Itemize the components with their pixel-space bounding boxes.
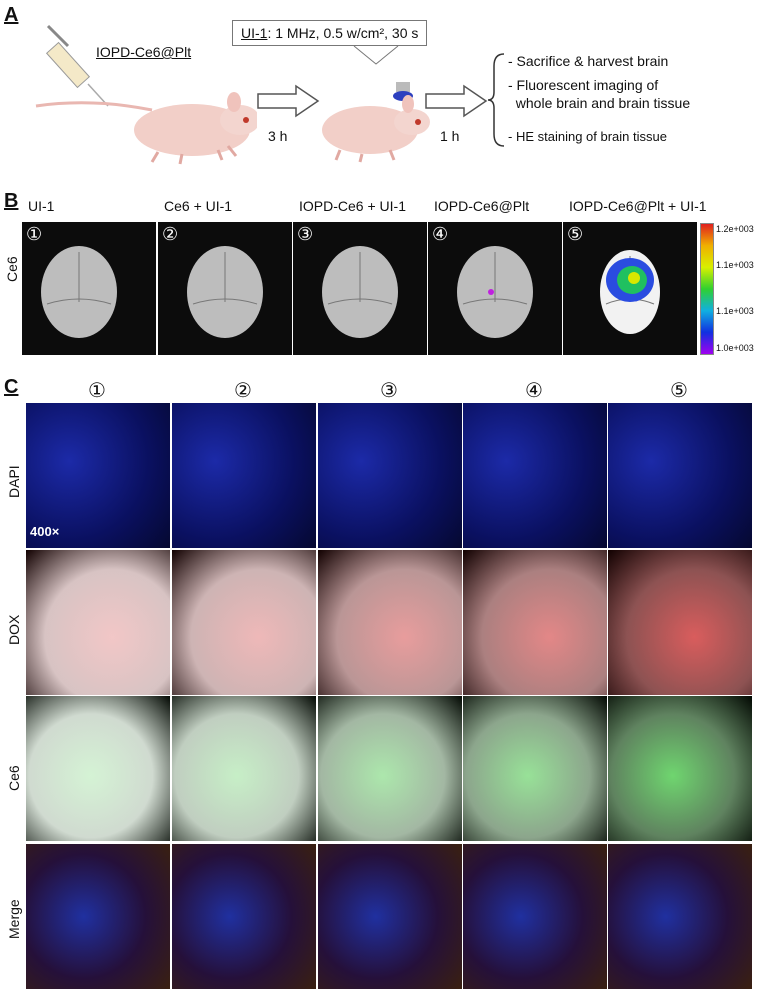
time-label-2: 1 h xyxy=(440,128,460,144)
micrograph-tile xyxy=(318,696,462,841)
micrograph-tile xyxy=(318,550,462,695)
micrograph-tile xyxy=(463,403,607,548)
micrograph-tile xyxy=(26,844,170,989)
micrograph-tile xyxy=(172,403,316,548)
brain-icon xyxy=(41,246,117,338)
group-number: ① xyxy=(26,224,43,244)
ultrasound-condition-box: UI-1: 1 MHz, 0.5 w/cm², 30 s xyxy=(232,20,428,46)
brain-icon xyxy=(187,246,263,338)
group-title: IOPD-Ce6@Plt + UI-1 xyxy=(569,198,707,214)
group-number: ④ xyxy=(432,224,449,244)
column-header: ⑤ xyxy=(670,380,688,402)
column-header: ① xyxy=(88,380,106,402)
group-title: IOPD-Ce6 + UI-1 xyxy=(299,198,406,214)
step-item: - HE staining of brain tissue xyxy=(508,129,667,144)
micrograph-tile xyxy=(26,550,170,695)
micrograph-tile xyxy=(463,844,607,989)
group-number: ③ xyxy=(297,224,314,244)
callout-pointer xyxy=(353,46,399,65)
row-label: Merge xyxy=(6,898,22,939)
colorbar-tick: 1.2e+003 xyxy=(716,224,754,234)
step-item: whole brain and brain tissue xyxy=(508,95,691,111)
micrograph-tile xyxy=(26,403,170,548)
colorbar xyxy=(700,223,714,355)
panel-b-row-label: Ce6 xyxy=(4,256,20,282)
ultrasound-name: UI-1 xyxy=(241,25,268,41)
group-title: UI-1 xyxy=(28,198,55,214)
micrograph-tile xyxy=(608,696,752,841)
brain-image: ⑤ xyxy=(563,222,697,355)
micrograph-tile xyxy=(172,550,316,695)
group-number: ② xyxy=(162,224,179,244)
arrow-right-icon-2 xyxy=(425,84,488,118)
row-label: Ce6 xyxy=(6,764,22,791)
column-header: ④ xyxy=(525,380,543,402)
injection-label: IOPD-Ce6@Plt xyxy=(96,44,192,60)
arrow-right-icon xyxy=(257,84,320,118)
brain-image: ③ xyxy=(293,222,427,355)
micrograph-tile xyxy=(318,403,462,548)
brain-image: ④ xyxy=(428,222,562,355)
micrograph-tile xyxy=(463,696,607,841)
colorbar-tick: 1.1e+003 xyxy=(716,306,754,316)
magnification-label: 400× xyxy=(30,524,60,539)
micrograph-tile xyxy=(463,550,607,695)
column-header: ② xyxy=(234,380,252,402)
brain-icon xyxy=(600,250,660,334)
mouse-icon-2 xyxy=(322,95,430,163)
group-title: Ce6 + UI-1 xyxy=(164,198,233,214)
micrograph-tile xyxy=(608,550,752,695)
micrograph-tile xyxy=(608,844,752,989)
group-title: IOPD-Ce6@Plt xyxy=(434,198,530,214)
brace-icon xyxy=(488,53,505,147)
colorbar-tick: 1.1e+003 xyxy=(716,260,754,270)
brain-icon xyxy=(457,246,533,338)
time-label-1: 3 h xyxy=(268,128,288,144)
row-label: DAPI xyxy=(6,464,22,498)
brain-image: ② xyxy=(158,222,292,355)
panel-b-letter: B xyxy=(4,190,19,212)
brain-icon xyxy=(322,246,398,338)
row-label: DOX xyxy=(6,614,22,645)
group-number: ⑤ xyxy=(567,224,584,244)
colorbar-tick: 1.0e+003 xyxy=(716,343,754,353)
step-item: - Sacrifice & harvest brain xyxy=(508,53,669,69)
panel-a-letter: A xyxy=(4,4,19,26)
panel-c-letter: C xyxy=(4,376,19,398)
micrograph-tile xyxy=(26,696,170,841)
mouse-icon xyxy=(35,92,257,165)
micrograph-tile xyxy=(172,696,316,841)
brain-image: ① xyxy=(22,222,156,355)
micrograph-tile xyxy=(608,403,752,548)
step-item: - Fluorescent imaging of xyxy=(508,77,659,93)
ultrasound-params: : 1 MHz, 0.5 w/cm², 30 s xyxy=(267,25,419,41)
micrograph-tile xyxy=(318,844,462,989)
micrograph-tile xyxy=(172,844,316,989)
column-header: ③ xyxy=(380,380,398,402)
